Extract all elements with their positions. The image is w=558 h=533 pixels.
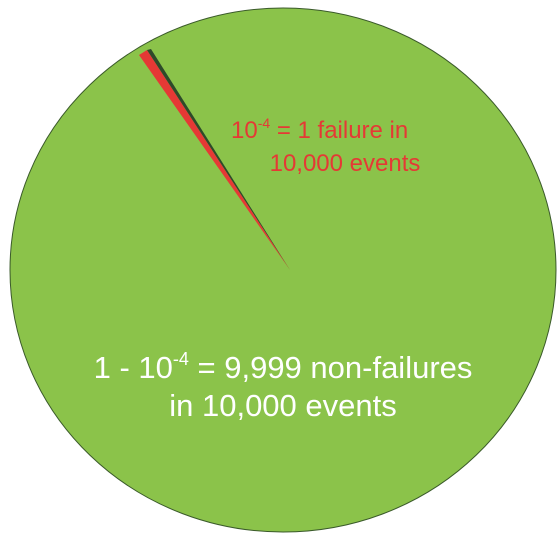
failure-wedge [139, 50, 290, 270]
success-label-line1: 1 - 10-4 = 9,999 non-failures [94, 349, 473, 385]
failure-label-line2: 10,000 events [270, 150, 421, 177]
pie-circle [9, 7, 557, 533]
failure-label-line1: 10-4 = 1 failure in [231, 115, 408, 144]
wedge-edge [147, 49, 290, 270]
success-label-line2: in 10,000 events [169, 388, 397, 423]
